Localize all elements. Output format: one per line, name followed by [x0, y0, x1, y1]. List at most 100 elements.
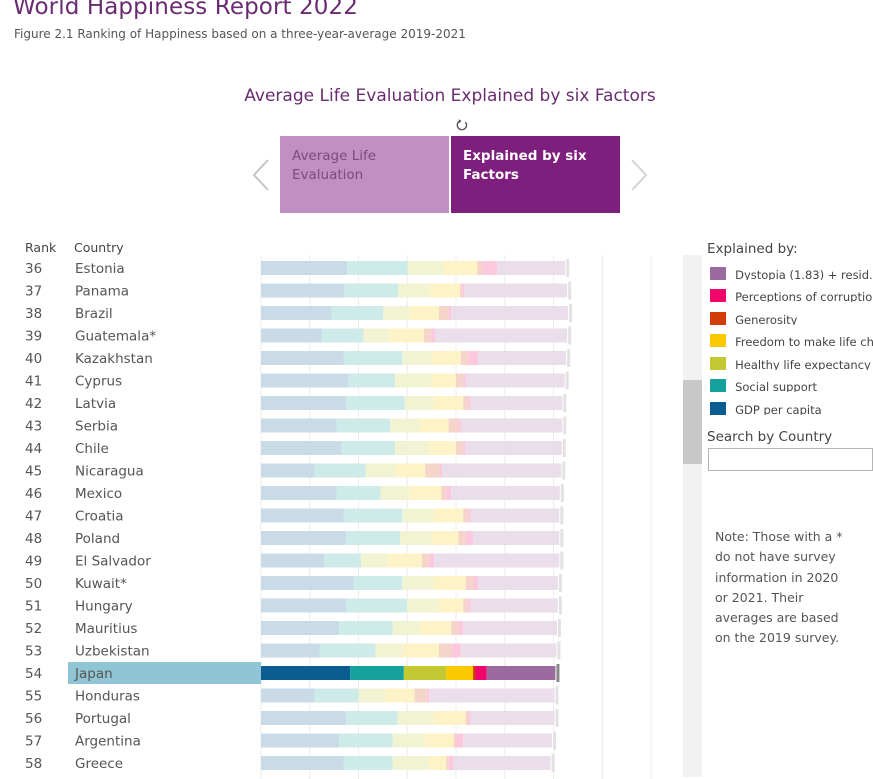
- table-row[interactable]: 40 Kazakhstan: [25, 349, 571, 367]
- country-label: Portugal: [75, 711, 131, 727]
- table-row[interactable]: 44 Chile: [25, 439, 566, 457]
- rank-label: 47: [25, 509, 42, 525]
- total-marker: [568, 281, 572, 300]
- legend-label: Social support: [735, 379, 817, 393]
- bar-segment: [261, 733, 339, 748]
- tab-explained-by-six-factors[interactable]: Explained by six Factors: [451, 136, 620, 213]
- legend-item-gdp[interactable]: GDP per capita: [710, 399, 873, 415]
- bar-segment: [343, 508, 403, 523]
- rank-label: 53: [25, 644, 42, 660]
- bar-segment: [438, 306, 449, 320]
- search-country-input[interactable]: [708, 448, 873, 471]
- bar-segment: [482, 261, 497, 275]
- bar-segment: [314, 463, 366, 478]
- bar-segment: [429, 688, 555, 703]
- country-label: Uzbekistan: [75, 644, 150, 660]
- legend-label: Freedom to make life ch...: [735, 334, 873, 348]
- scrollbar-thumb[interactable]: [683, 380, 702, 464]
- bar-segment: [465, 373, 565, 388]
- table-row[interactable]: 42 Latvia: [25, 394, 567, 412]
- bar-segment: [399, 531, 432, 545]
- legend-item-generosity[interactable]: Generosity: [710, 309, 873, 325]
- table-row[interactable]: 54 Japan: [25, 662, 560, 684]
- bar-segment: [402, 576, 435, 590]
- bar-segment: [261, 756, 344, 770]
- scrollbar-track[interactable]: [683, 255, 702, 777]
- bar-segment: [261, 553, 325, 568]
- bar-segment: [477, 576, 558, 590]
- rank-label: 44: [25, 441, 42, 457]
- legend-item-dystopia[interactable]: Dystopia (1.83) + resid...: [710, 264, 873, 280]
- bar-segment: [343, 351, 403, 365]
- bar-segment: [463, 508, 469, 523]
- legend-item-health[interactable]: Healthy life expectancy: [710, 354, 873, 370]
- bar-segment: [346, 711, 398, 725]
- total-marker: [560, 506, 564, 525]
- report-subtitle: Figure 2.1 Ranking of Happiness based on…: [14, 27, 466, 41]
- bar-segment: [463, 373, 466, 388]
- rank-column-header: Rank: [25, 240, 57, 255]
- legend-item-freedom[interactable]: Freedom to make life ch...: [710, 331, 873, 347]
- table-row[interactable]: 38 Brazil: [25, 304, 573, 322]
- bar-segment: [458, 531, 466, 545]
- bar-segment: [261, 396, 347, 410]
- survey-note: Note: Those with a * do not have survey …: [715, 529, 843, 646]
- table-row[interactable]: 58 Greece: [25, 754, 555, 772]
- rank-label: 56: [25, 711, 42, 727]
- table-row[interactable]: 56 Portugal: [25, 709, 559, 727]
- bar-segment: [414, 688, 427, 703]
- table-row[interactable]: 51 Hungary: [25, 596, 562, 615]
- table-row[interactable]: 46 Mexico: [25, 484, 564, 502]
- bar-segment: [473, 531, 560, 545]
- bar-segment: [336, 486, 381, 500]
- total-marker: [553, 731, 557, 750]
- bar-segment: [261, 261, 348, 275]
- table-row[interactable]: 45 Nicaragua: [25, 461, 566, 480]
- legend-swatch: [710, 334, 726, 347]
- table-row[interactable]: 49 El Salvador: [25, 551, 564, 570]
- table-row[interactable]: 55 Honduras: [25, 686, 559, 705]
- table-row[interactable]: 53 Uzbekistan: [25, 641, 561, 660]
- total-marker: [563, 394, 567, 412]
- revert-icon[interactable]: [455, 118, 469, 132]
- table-row[interactable]: 41 Cyprus: [25, 371, 569, 390]
- bar-segment: [339, 733, 393, 748]
- chevron-left-icon[interactable]: [250, 157, 272, 193]
- country-label: El Salvador: [75, 554, 151, 570]
- search-label: Search by Country: [707, 429, 833, 445]
- bar-segment: [431, 373, 456, 388]
- bar-segment: [341, 441, 396, 455]
- table-row[interactable]: 39 Guatemala*: [25, 326, 572, 345]
- bar-segment: [397, 283, 430, 298]
- total-marker: [557, 619, 561, 637]
- chevron-right-icon[interactable]: [628, 157, 650, 193]
- table-row[interactable]: 47 Croatia: [25, 506, 564, 525]
- bar-segment: [261, 351, 344, 365]
- rank-label: 43: [25, 419, 42, 435]
- tab-average-life-evaluation[interactable]: Average Life Evaluation: [280, 136, 449, 213]
- bar-segment: [346, 531, 400, 545]
- bar-segment: [387, 553, 422, 568]
- table-row[interactable]: 48 Poland: [25, 529, 564, 547]
- table-row[interactable]: 36 Estonia: [25, 259, 570, 277]
- bar-segment: [429, 553, 435, 568]
- table-row[interactable]: 37 Panama: [25, 281, 572, 300]
- bar-segment: [451, 306, 569, 320]
- bar-segment: [468, 396, 471, 410]
- bar-segment: [261, 688, 315, 703]
- bar-segment: [392, 756, 430, 770]
- table-row[interactable]: 50 Kuwait*: [25, 574, 562, 592]
- table-row[interactable]: 43 Serbia: [25, 416, 567, 435]
- bar-segment: [429, 756, 447, 770]
- legend-swatch: [710, 357, 726, 370]
- country-label: Poland: [75, 531, 120, 547]
- table-row[interactable]: 52 Mauritius: [25, 619, 561, 637]
- bar-segment: [344, 283, 398, 298]
- report-title: World Happiness Report 2022: [13, 0, 358, 20]
- table-row[interactable]: 57 Argentina: [25, 731, 557, 750]
- bar-segment: [446, 486, 452, 500]
- bar-segment: [463, 733, 553, 748]
- legend-item-corruption[interactable]: Perceptions of corruption: [710, 286, 873, 302]
- legend-item-social-support[interactable]: Social support: [710, 376, 873, 392]
- country-label: Mexico: [75, 486, 122, 502]
